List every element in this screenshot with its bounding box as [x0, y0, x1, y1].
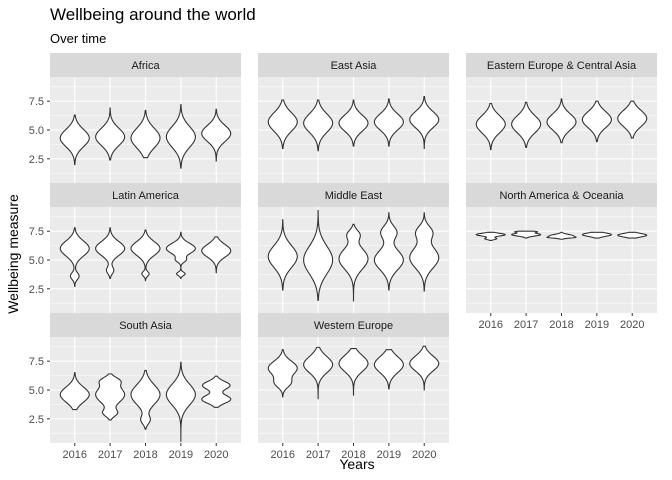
facet-label: Latin America: [112, 190, 180, 202]
violin-2016: [267, 219, 298, 291]
facet-label: Eastern Europe & Central Asia: [487, 60, 637, 72]
violin-2019: [581, 231, 612, 239]
violin-2019: [581, 100, 612, 143]
violin-2020: [409, 345, 440, 391]
violin-2017: [303, 99, 334, 152]
violin-2018: [546, 98, 577, 144]
y-tick-label: 2.5: [29, 154, 44, 166]
violin-2019: [165, 104, 196, 169]
facet-strip: [466, 53, 657, 77]
x-tick-label: 2016: [271, 449, 295, 461]
x-tick-label: 2017: [98, 449, 122, 461]
facet-panel: Latin America 2.5 5.0 7.5: [29, 183, 241, 313]
y-tick-label: 7.5: [29, 226, 44, 238]
facet-panel: East Asia: [258, 53, 449, 183]
violin-2016: [59, 227, 90, 288]
facet-panel: Western Europe 2016 2017 2018 2019 2020: [258, 313, 449, 461]
violin-2017: [511, 230, 542, 239]
violin-2020: [409, 212, 440, 292]
x-tick-label: 2018: [549, 319, 573, 331]
y-tick-label: 5.0: [29, 125, 44, 137]
facet-strip: [50, 183, 241, 207]
facet-panel: Middle East: [258, 183, 449, 313]
x-tick-label: 2020: [620, 319, 644, 331]
facet-label: North America & Oceania: [499, 190, 624, 202]
y-tick-label: 2.5: [29, 414, 44, 426]
facet-panel: South Asia 2.5 5.0 7.5 2016 2017 2018 2019 2020: [29, 313, 241, 461]
x-tick-label: 2019: [585, 319, 609, 331]
violin-2017: [303, 209, 334, 301]
violin-2017: [511, 101, 542, 148]
x-tick-label: 2016: [479, 319, 503, 331]
violin-2016: [59, 372, 90, 411]
violin-2018: [338, 347, 369, 396]
facet-strip: [258, 183, 449, 207]
violin-2018: [338, 223, 369, 302]
violin-2016: [475, 102, 506, 151]
facet-strip: [50, 53, 241, 77]
x-tick-label: 2019: [377, 449, 401, 461]
facet-label: Western Europe: [314, 320, 393, 332]
violin-2020: [409, 96, 440, 149]
violin-2017: [303, 346, 334, 400]
y-tick-label: 7.5: [29, 96, 44, 108]
violin-2019: [373, 98, 404, 147]
violin-2020: [201, 236, 232, 274]
facet-label: Middle East: [325, 190, 382, 202]
y-tick-label: 5.0: [29, 255, 44, 267]
y-tick-label: 2.5: [29, 284, 44, 296]
violin-2016: [475, 231, 506, 241]
violin-2018: [130, 109, 161, 159]
x-tick-label: 2017: [306, 449, 330, 461]
violin-2018: [130, 229, 161, 282]
facet-panel: Africa 2.5 5.0 7.5: [29, 53, 241, 183]
violin-2017: [95, 107, 126, 161]
violin-2019: [373, 349, 404, 390]
x-tick-label: 2019: [169, 449, 193, 461]
chart-subtitle: Over time: [50, 31, 106, 46]
y-tick-label: 7.5: [29, 356, 44, 368]
violin-2020: [201, 375, 232, 408]
facet-panel: Eastern Europe & Central Asia: [466, 53, 657, 183]
facets-area: Africa 2.5 5.0 7.5 East Asia Eastern Europe &…: [29, 53, 657, 461]
violin-2019: [165, 231, 196, 279]
violin-2019: [165, 361, 196, 442]
facet-label: East Asia: [331, 60, 378, 72]
x-tick-label: 2017: [514, 319, 538, 331]
violin-2017: [95, 373, 126, 421]
x-tick-label: 2020: [412, 449, 436, 461]
facet-strip: [258, 313, 449, 337]
violin-2020: [617, 100, 648, 139]
x-tick-label: 2020: [204, 449, 228, 461]
y-tick-label: 5.0: [29, 385, 44, 397]
chart-title: Wellbeing around the world: [50, 5, 256, 24]
violin-2016: [267, 99, 298, 149]
x-tick-label: 2016: [63, 449, 87, 461]
violin-2017: [95, 227, 126, 279]
violin-2016: [267, 349, 298, 398]
facet-panel: North America & Oceania 2016 2017 2018 2019 2…: [466, 183, 657, 331]
x-tick-label: 2018: [341, 449, 365, 461]
facet-label: Africa: [131, 60, 160, 72]
facet-label: South Asia: [119, 320, 172, 332]
violin-2018: [546, 231, 577, 240]
violin-2019: [373, 212, 404, 291]
violin-2020: [201, 108, 232, 162]
y-axis-title: Wellbeing measure: [5, 194, 21, 314]
violin-2016: [59, 114, 90, 166]
violin-2018: [130, 369, 161, 430]
facet-strip: [50, 313, 241, 337]
violin-2018: [338, 99, 369, 147]
facet-strip: [258, 53, 449, 77]
x-tick-label: 2018: [133, 449, 157, 461]
x-axis-title: Years: [339, 456, 374, 472]
violin-2020: [617, 231, 648, 239]
facet-strip: [466, 183, 657, 207]
